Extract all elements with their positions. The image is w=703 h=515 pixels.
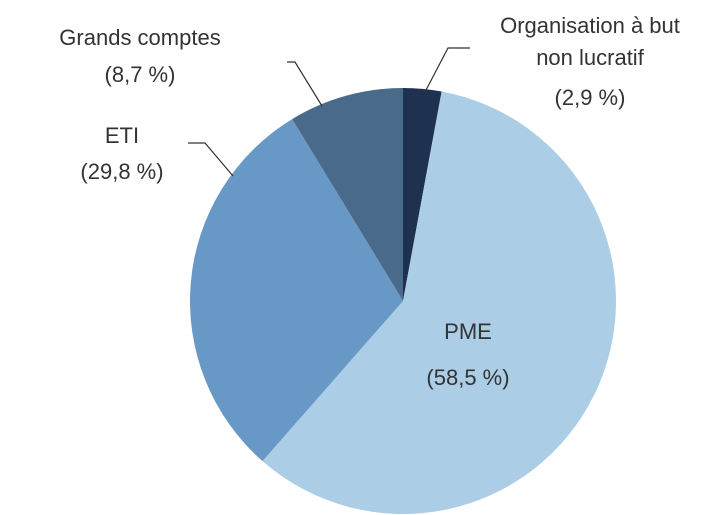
slice-label: (29,8 %): [80, 159, 164, 184]
pie-slice: [189, 119, 403, 462]
slice-label: (58,5 %): [426, 365, 510, 390]
leader-line: [188, 142, 234, 177]
slice-label: Grands comptes: [59, 25, 221, 50]
slice-label: Organisation à but non lucratif: [500, 13, 680, 70]
slice-label: ETI: [104, 123, 140, 148]
leader-line: [287, 61, 323, 107]
slice-label: PME: [444, 319, 492, 344]
slice-label: (2,9 %): [554, 85, 626, 110]
pie-slice: [403, 88, 442, 301]
slice-label: (8,7 %): [104, 62, 176, 87]
pie-slice: [262, 91, 616, 515]
pie-slice: [292, 88, 403, 301]
leader-line: [424, 47, 470, 93]
